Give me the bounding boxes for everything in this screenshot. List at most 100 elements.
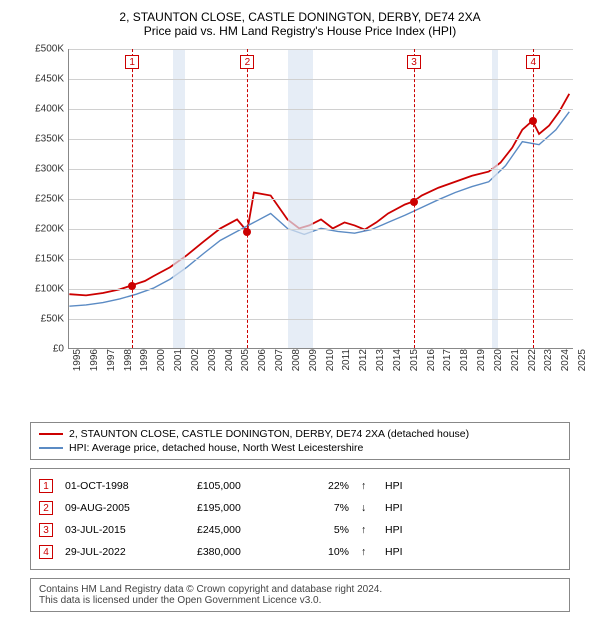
marker-label: 1 [125,55,139,69]
x-axis-label: 2006 [257,349,268,389]
x-axis-label: 1997 [106,349,117,389]
y-axis-label: £250K [20,194,64,205]
x-axis-label: 2018 [459,349,470,389]
y-axis-label: £450K [20,74,64,85]
marker-line [533,49,534,348]
transaction-row: 209-AUG-2005£195,0007%↓HPI [39,497,561,519]
gridline [69,79,573,80]
tx-tag: HPI [385,480,415,492]
gridline [69,109,573,110]
tx-price: £245,000 [197,524,287,536]
y-axis-label: £200K [20,224,64,235]
x-axis-label: 2009 [308,349,319,389]
y-axis-label: £100K [20,284,64,295]
marker-dot [529,117,537,125]
transaction-row: 429-JUL-2022£380,00010%↑HPI [39,541,561,563]
transaction-table: 101-OCT-1998£105,00022%↑HPI209-AUG-2005£… [30,468,570,570]
gridline [69,229,573,230]
tx-arrow-icon: ↑ [361,480,373,492]
tx-arrow-icon: ↑ [361,524,373,536]
x-axis-label: 2014 [392,349,403,389]
y-axis-label: £400K [20,104,64,115]
chart-title: 2, STAUNTON CLOSE, CASTLE DONINGTON, DER… [10,10,590,38]
legend-label: HPI: Average price, detached house, Nort… [69,442,363,454]
x-axis-label: 1998 [123,349,134,389]
title-line-1: 2, STAUNTON CLOSE, CASTLE DONINGTON, DER… [10,10,590,24]
x-axis-label: 2000 [156,349,167,389]
transaction-row: 3 03-JUL-2015 £245,000 5% ↑ HPI [39,519,561,541]
footer-line-1: Contains HM Land Registry data © Crown c… [39,584,561,595]
tx-pct: 10% [299,546,349,558]
x-axis-label: 1996 [89,349,100,389]
x-axis-label: 2022 [527,349,538,389]
x-axis-label: 2005 [240,349,251,389]
tx-date: 03-JUL-2015 [65,524,185,536]
x-axis-label: 2010 [325,349,336,389]
tx-date: 29-JUL-2022 [65,546,185,558]
x-axis-label: 2002 [190,349,201,389]
gridline [69,49,573,50]
x-axis-label: 2004 [224,349,235,389]
x-axis-label: 2017 [442,349,453,389]
chart-container: £0£50K£100K£150K£200K£250K£300K£350K£400… [20,44,580,414]
y-axis-label: £300K [20,164,64,175]
gridline [69,289,573,290]
tx-arrow-icon: ↓ [361,502,373,514]
tx-marker: 4 [39,545,53,559]
x-axis-label: 1995 [72,349,83,389]
x-axis-label: 2012 [358,349,369,389]
x-axis-label: 2023 [543,349,554,389]
x-axis-label: 1999 [139,349,150,389]
x-axis-label: 2024 [560,349,571,389]
gridline [69,169,573,170]
x-axis-label: 2020 [493,349,504,389]
tx-price: £105,000 [197,480,287,492]
x-axis-label: 2008 [291,349,302,389]
tx-date: 01-OCT-1998 [65,480,185,492]
tx-arrow-icon: ↑ [361,546,373,558]
x-axis-label: 2025 [577,349,588,389]
gridline [69,319,573,320]
tx-tag: HPI [385,546,415,558]
x-axis-label: 2021 [510,349,521,389]
x-axis-label: 2007 [274,349,285,389]
tx-price: £195,000 [197,502,287,514]
marker-label: 3 [407,55,421,69]
attribution-footer: Contains HM Land Registry data © Crown c… [30,578,570,612]
marker-dot [410,198,418,206]
legend-swatch [39,433,63,435]
tx-date: 09-AUG-2005 [65,502,185,514]
tx-marker: 1 [39,479,53,493]
tx-pct: 5% [299,524,349,536]
legend-item: 2, STAUNTON CLOSE, CASTLE DONINGTON, DER… [39,427,561,441]
x-axis-label: 2013 [375,349,386,389]
marker-line [132,49,133,348]
y-axis-label: £500K [20,44,64,55]
marker-label: 4 [526,55,540,69]
y-axis-label: £150K [20,254,64,265]
footer-line-2: This data is licensed under the Open Gov… [39,595,561,606]
transaction-row: 101-OCT-1998£105,00022%↑HPI [39,475,561,497]
marker-label: 2 [240,55,254,69]
tx-tag: HPI [385,524,415,536]
x-axis-label: 2011 [341,349,352,389]
x-axis-label: 2019 [476,349,487,389]
tx-pct: 7% [299,502,349,514]
marker-line [247,49,248,348]
marker-dot [128,282,136,290]
gridline [69,259,573,260]
marker-dot [243,228,251,236]
legend: 2, STAUNTON CLOSE, CASTLE DONINGTON, DER… [30,422,570,460]
x-axis-label: 2016 [426,349,437,389]
tx-tag: HPI [385,502,415,514]
tx-marker: 3 [39,523,53,537]
y-axis-label: £350K [20,134,64,145]
legend-label: 2, STAUNTON CLOSE, CASTLE DONINGTON, DER… [69,428,469,440]
gridline [69,139,573,140]
x-axis-label: 2003 [207,349,218,389]
x-axis-label: 2015 [409,349,420,389]
plot-area: 1 2 3 4 [68,49,573,349]
y-axis-label: £50K [20,314,64,325]
x-axis-label: 2001 [173,349,184,389]
gridline [69,199,573,200]
